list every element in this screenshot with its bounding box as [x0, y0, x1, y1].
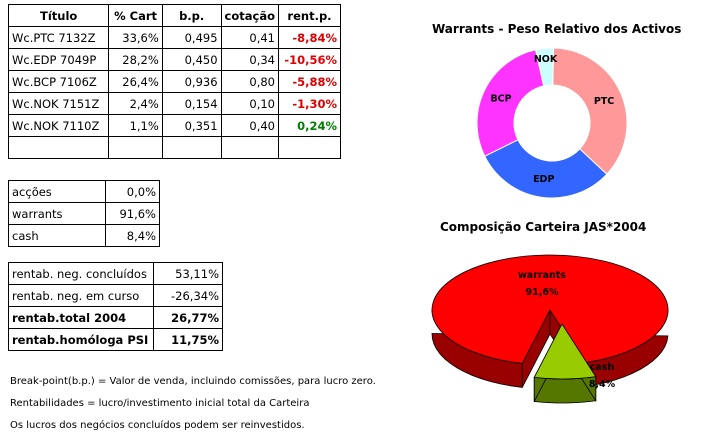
donut-slice-ptc: [552, 47, 628, 175]
allocation-value: 0,0%: [105, 180, 160, 203]
cell-cotacao: 0,10: [220, 92, 279, 115]
cell-cart: 28,2%: [108, 48, 163, 71]
allocation-value: 8,4%: [105, 224, 160, 247]
pie-chart-title: Composição Carteira JAS*2004: [440, 220, 647, 234]
table-header-row: Título % Cart b.p. cotação rent.p.: [7, 4, 342, 27]
pie-label-cash: cash: [590, 362, 615, 373]
donut-chart: PTC EDP BCP NOK: [476, 47, 628, 199]
warrants-table: Título % Cart b.p. cotação rent.p. Wc.PT…: [7, 4, 342, 159]
allocation-value: 91,6%: [105, 202, 160, 225]
cell-cart: 1,1%: [108, 114, 163, 137]
cell-bp: 0,495: [161, 26, 222, 49]
cell-titulo: Wc.EDP 7049P: [7, 48, 110, 71]
table-row: Wc.BCP 7106Z 26,4% 0,936 0,80 -5,88%: [7, 70, 342, 93]
cell-titulo: Wc.PTC 7132Z: [7, 26, 110, 49]
allocation-row: acções 0,0%: [8, 180, 160, 203]
allocation-row: warrants 91,6%: [8, 202, 160, 225]
header-titulo: Título: [7, 4, 110, 27]
returns-value: 53,11%: [153, 262, 223, 285]
returns-row: rentab. neg. em curso -26,34%: [8, 284, 223, 307]
cell-cart: 2,4%: [108, 92, 163, 115]
allocation-row: cash 8,4%: [8, 224, 160, 247]
pie-slice-cash: [533, 323, 597, 380]
returns-value: 26,77%: [153, 306, 223, 329]
cell-rent: -1,30%: [277, 92, 342, 115]
table-row: [7, 136, 342, 159]
donut-slice-bcp: [476, 49, 545, 157]
header-rent: rent.p.: [277, 4, 342, 27]
pie-slice-warrants: [431, 254, 669, 364]
pie-value-warrants: 91,6%: [526, 287, 559, 298]
header-bp: b.p.: [161, 4, 222, 27]
returns-table: rentab. neg. concluídos 53,11% rentab. neg…: [8, 262, 223, 351]
cell-cart: 33,6%: [108, 26, 163, 49]
table-row: Wc.PTC 7132Z 33,6% 0,495 0,41 -8,84%: [7, 26, 342, 49]
table-row: Wc.NOK 7110Z 1,1% 0,351 0,40 0,24%: [7, 114, 342, 137]
cell-rent: -5,88%: [277, 70, 342, 93]
returns-label: rentab.homóloga PSI: [8, 328, 154, 351]
table-row: Wc.EDP 7049P 28,2% 0,450 0,34 -10,56%: [7, 48, 342, 71]
cell-cotacao: 0,40: [220, 114, 279, 137]
cell-cotacao: 0,41: [220, 26, 279, 49]
cell-titulo: Wc.NOK 7110Z: [7, 114, 110, 137]
allocation-label: cash: [8, 224, 106, 247]
header-cart: % Cart: [108, 4, 163, 27]
allocation-label: warrants: [8, 202, 106, 225]
cell-titulo: Wc.NOK 7151Z: [7, 92, 110, 115]
cell-bp: [161, 136, 222, 159]
cell-cotacao: 0,80: [220, 70, 279, 93]
allocation-table: acções 0,0% warrants 91,6% cash 8,4%: [8, 180, 160, 247]
cell-bp: 0,351: [161, 114, 222, 137]
returns-label: rentab. neg. em curso: [8, 284, 154, 307]
cell-rent: -8,84%: [277, 26, 342, 49]
cell-bp: 0,936: [161, 70, 222, 93]
returns-row: rentab. neg. concluídos 53,11%: [8, 262, 223, 285]
pie-3d-chart: warrants 91,6% cash 8,4%: [431, 254, 669, 404]
donut-label-bcp: BCP: [490, 94, 511, 105]
donut-chart-title: Warrants - Peso Relativo dos Activos: [432, 22, 682, 36]
allocation-label: acções: [8, 180, 106, 203]
returns-label: rentab.total 2004: [8, 306, 154, 329]
returns-value: 11,75%: [153, 328, 223, 351]
donut-slice-edp: [484, 139, 608, 199]
cell-rent: [277, 136, 342, 159]
cell-bp: 0,154: [161, 92, 222, 115]
cell-cart: 26,4%: [108, 70, 163, 93]
donut-label-ptc: PTC: [594, 96, 614, 107]
donut-slice-nok: [535, 47, 555, 87]
cell-cotacao: 0,34: [220, 48, 279, 71]
returns-row: rentab.homóloga PSI 11,75%: [8, 328, 223, 351]
cell-cotacao: [220, 136, 279, 159]
cell-cart: [108, 136, 163, 159]
header-cotacao: cotação: [220, 4, 279, 27]
table-row: Wc.NOK 7151Z 2,4% 0,154 0,10 -1,30%: [7, 92, 342, 115]
cell-titulo: Wc.BCP 7106Z: [7, 70, 110, 93]
cell-rent: -10,56%: [277, 48, 342, 71]
returns-row: rentab.total 2004 26,77%: [8, 306, 223, 329]
note-rentabilidades: Rentabilidades = lucro/investimento inic…: [10, 398, 310, 409]
pie-label-warrants: warrants: [518, 270, 566, 281]
note-reinvest: Os lucros dos negócios concluídos podem …: [10, 420, 305, 431]
returns-label: rentab. neg. concluídos: [8, 262, 154, 285]
returns-value: -26,34%: [153, 284, 223, 307]
pie-value-cash: 8,4%: [589, 379, 616, 390]
donut-label-edp: EDP: [533, 174, 554, 185]
donut-label-nok: NOK: [534, 54, 558, 65]
cell-bp: 0,450: [161, 48, 222, 71]
note-break-point: Break-point(b.p.) = Valor de venda, incl…: [10, 376, 376, 387]
cell-titulo: [7, 136, 110, 159]
cell-rent: 0,24%: [277, 114, 342, 137]
